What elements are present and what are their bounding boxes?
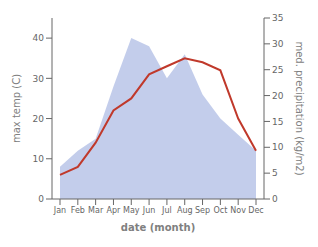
svg-text:30: 30 [33, 74, 45, 84]
svg-text:0: 0 [272, 194, 278, 204]
svg-text:10: 10 [33, 154, 45, 164]
svg-text:20: 20 [272, 91, 284, 101]
svg-text:med. precipitation (kg/m2): med. precipitation (kg/m2) [294, 41, 305, 175]
svg-text:Nov: Nov [230, 206, 246, 215]
svg-text:Aug: Aug [177, 206, 193, 215]
svg-text:5: 5 [272, 168, 278, 178]
svg-text:Jul: Jul [161, 206, 172, 215]
svg-text:40: 40 [33, 33, 45, 43]
svg-text:20: 20 [33, 114, 45, 124]
svg-text:15: 15 [272, 117, 283, 127]
svg-text:Jun: Jun [142, 206, 156, 215]
svg-text:max temp (C): max temp (C) [11, 74, 22, 143]
svg-text:Apr: Apr [107, 206, 122, 215]
svg-text:Oct: Oct [213, 206, 227, 215]
svg-text:30: 30 [272, 39, 284, 49]
svg-text:35: 35 [272, 13, 283, 23]
svg-text:25: 25 [272, 65, 283, 75]
svg-text:0: 0 [38, 194, 44, 204]
svg-text:Sep: Sep [195, 206, 210, 215]
svg-text:Feb: Feb [71, 206, 85, 215]
svg-text:date (month): date (month) [121, 222, 195, 233]
svg-text:Dec: Dec [248, 206, 263, 215]
svg-text:10: 10 [272, 142, 284, 152]
svg-text:Mar: Mar [88, 206, 104, 215]
svg-text:Jan: Jan [53, 206, 66, 215]
svg-text:May: May [123, 206, 140, 215]
